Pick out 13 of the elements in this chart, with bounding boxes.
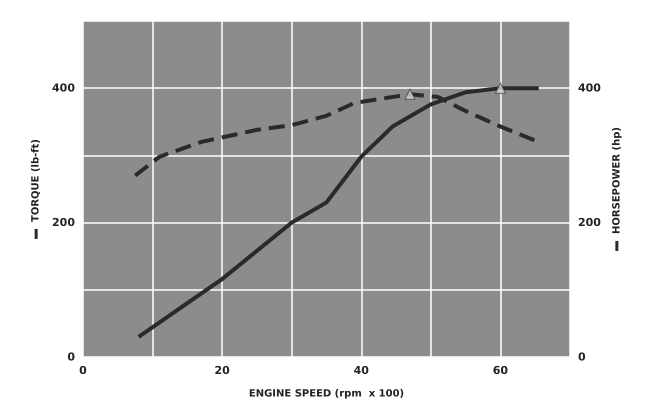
- y2-axis-title: HORSEPOWER (hp): [611, 127, 622, 241]
- x-tick-label: 60: [492, 364, 508, 377]
- y-tick-label: 200: [52, 216, 76, 230]
- y-axis-title: TORQUE (lb-ft): [30, 139, 42, 229]
- y2-tick-label: 200: [578, 216, 602, 230]
- x-tick-label: 0: [79, 364, 88, 377]
- y2-tick-label: 0: [578, 350, 586, 364]
- x-axis-title: ENGINE SPEED (rpm x 100): [248, 388, 404, 400]
- y2-tick-label: 400: [578, 82, 602, 95]
- y-tick-label: 0: [67, 350, 76, 364]
- x-tick-label: 20: [214, 364, 230, 377]
- x-tick-label: 40: [354, 364, 370, 377]
- y-tick-label: 400: [52, 82, 76, 95]
